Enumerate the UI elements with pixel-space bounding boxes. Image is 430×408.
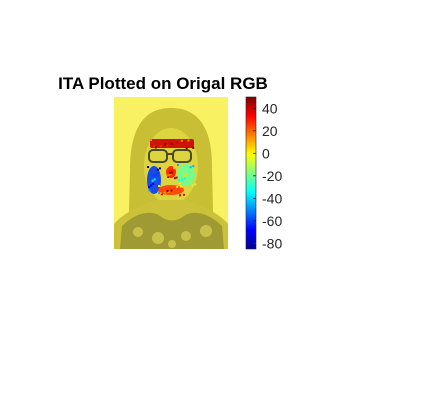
colorbar-ticks: 40 20 0 -20 -40 -60 -80 <box>253 100 282 251</box>
chart-title: ITA Plotted on Origal RGB <box>58 74 268 93</box>
ita-speckle <box>189 166 192 169</box>
ita-speckle <box>180 185 183 188</box>
ita-speckle <box>192 165 195 168</box>
ita-speckle <box>160 193 163 196</box>
ita-speckle <box>194 183 197 186</box>
ita-speckle <box>182 193 185 196</box>
ita-speckle <box>182 174 185 177</box>
ita-speckle <box>190 168 193 171</box>
ita-speckle <box>192 146 195 149</box>
pattern-dot <box>181 231 191 241</box>
ita-speckle <box>178 179 181 182</box>
ita-speckle <box>166 166 168 168</box>
ita-speckle <box>155 173 158 176</box>
pattern-dot <box>200 225 212 237</box>
ita-speckle <box>180 178 183 181</box>
ita-speckle <box>166 189 169 192</box>
ita-speckle <box>178 182 181 185</box>
ita-speckle <box>152 183 155 186</box>
ita-speckle <box>183 177 186 180</box>
glasses-left-lens <box>148 149 168 163</box>
glasses-right-lens <box>172 149 192 163</box>
ita-image <box>114 97 228 249</box>
ita-speckle <box>173 167 175 170</box>
ita-speckle <box>150 139 152 141</box>
ita-speckle <box>180 139 183 142</box>
ita-speckle <box>153 178 156 181</box>
ita-speckle <box>166 174 169 177</box>
ita-speckle <box>176 186 179 188</box>
ita-speckle <box>169 171 172 174</box>
ita-speckle <box>166 144 169 147</box>
ita-speckle <box>179 194 182 197</box>
ita-speckle <box>167 175 170 178</box>
ita-speckle <box>169 188 172 191</box>
ita-speckle <box>184 171 187 174</box>
ita-speckle <box>158 185 160 187</box>
ita-speckle <box>150 184 153 187</box>
colorbar-tick-label: -20 <box>262 168 282 184</box>
ita-speckle <box>158 167 161 170</box>
ita-speckle <box>171 169 174 172</box>
ita-speckle <box>177 164 179 166</box>
ita-speckle <box>156 168 159 171</box>
ita-speckle <box>185 147 188 150</box>
ita-speckle <box>185 173 188 176</box>
colorbar-tick-label: -60 <box>262 213 282 229</box>
ita-speckle <box>154 146 157 149</box>
pattern-dot <box>133 227 143 237</box>
ita-speckle <box>173 168 176 171</box>
colorbar-tick-label: -80 <box>262 235 282 251</box>
ita-speckle <box>170 171 173 174</box>
colorbar-tick-label: 20 <box>262 123 278 139</box>
clothing-shape <box>120 212 224 249</box>
colorbar <box>245 96 257 250</box>
ita-speckle <box>170 169 173 172</box>
ita-speckle <box>171 142 174 145</box>
ita-speckle <box>164 143 167 146</box>
ita-speckle <box>147 185 150 188</box>
ita-speckle <box>163 191 166 194</box>
ita-speckle <box>151 179 154 182</box>
ita-speckle <box>169 173 172 176</box>
ita-speckle <box>174 177 177 180</box>
ita-speckle <box>182 140 185 143</box>
ita-speckle <box>191 184 194 187</box>
ita-speckle <box>153 174 156 177</box>
ita-speckle <box>170 189 173 192</box>
ita-speckle <box>158 192 161 195</box>
pattern-dot <box>152 232 164 244</box>
ita-speckle <box>159 144 162 147</box>
colorbar-tick-label: 0 <box>262 145 270 161</box>
ita-speckle <box>168 173 171 176</box>
ita-speckle <box>175 176 178 179</box>
pattern-dot <box>168 240 176 248</box>
ita-speckle <box>169 141 172 144</box>
colorbar-tick-label: -40 <box>262 190 282 206</box>
ita-speckle <box>187 169 190 172</box>
ita-speckle <box>153 145 156 148</box>
ita-speckle <box>157 172 160 175</box>
ita-overlay <box>147 139 197 197</box>
ita-speckle <box>175 141 178 144</box>
ita-speckle <box>148 189 151 192</box>
ita-speckle <box>147 166 149 168</box>
ita-speckle <box>173 187 176 190</box>
ita-speckle <box>177 187 180 190</box>
ita-speckle <box>174 166 177 169</box>
ita-speckle <box>167 191 170 194</box>
colorbar-tick-label: 40 <box>262 100 278 116</box>
ita-speckle <box>187 139 190 142</box>
ita-speckle <box>159 192 162 195</box>
